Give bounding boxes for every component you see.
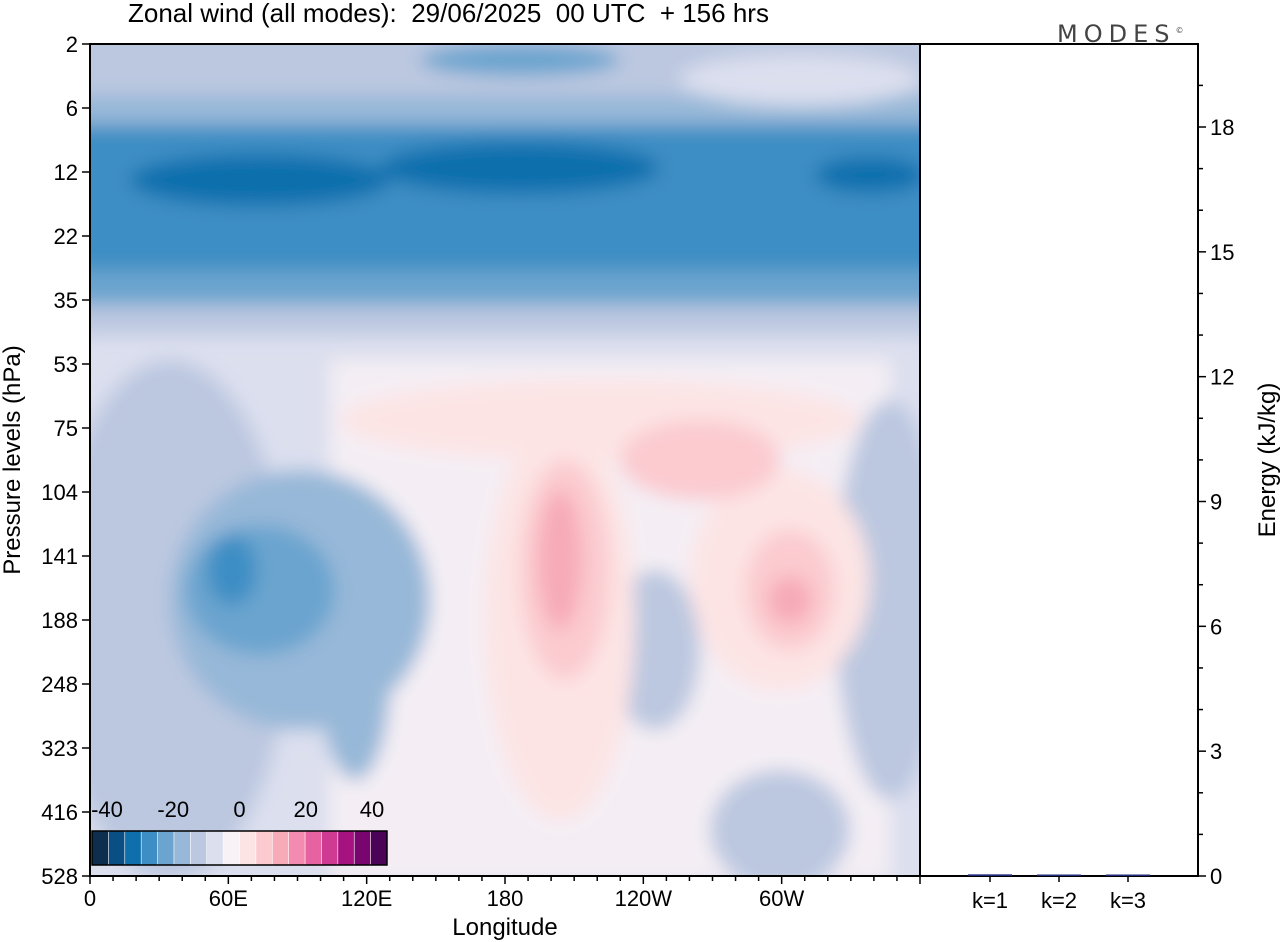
field-south-trough xyxy=(710,770,850,876)
x-axis-ticks: 0 60E 120E 180 120W 60W xyxy=(84,876,921,911)
energy-category-label: k=1 xyxy=(972,888,1008,913)
colorbar-tick-label: 40 xyxy=(360,797,384,822)
field-pos-ridge xyxy=(620,420,780,500)
colorbar-tick-label: 0 xyxy=(233,797,245,822)
colorbar-swatch xyxy=(337,830,356,866)
x-tick-label: 180 xyxy=(487,886,524,911)
colorbar-swatch xyxy=(140,830,159,866)
y-tick-label: 141 xyxy=(41,544,78,569)
colorbar-tick-label: -40 xyxy=(91,797,123,822)
energy-tick-label: 6 xyxy=(1210,614,1222,639)
field-jet-core-center xyxy=(380,142,660,194)
y-tick-label: 2 xyxy=(66,32,78,57)
colorbar-tick-label: 20 xyxy=(294,797,318,822)
x-tick-label: 120E xyxy=(341,886,392,911)
y-tick-label: 22 xyxy=(54,224,78,249)
colorbar-labels: -40 -20 0 20 40 xyxy=(91,797,384,822)
zonal-wind-field xyxy=(90,44,920,876)
colorbar-swatch xyxy=(304,830,323,866)
x-tick-label: 120W xyxy=(615,886,673,911)
y-tick-label: 6 xyxy=(66,96,78,121)
y-tick-label: 104 xyxy=(41,480,78,505)
field-pos-east-peak xyxy=(768,576,812,624)
y-tick-label: 53 xyxy=(54,352,78,377)
colorbar-swatch xyxy=(222,830,241,866)
x-tick-label: 60W xyxy=(759,886,804,911)
field-pos-broad xyxy=(340,380,860,460)
colorbar-swatch xyxy=(271,830,290,866)
energy-bar xyxy=(1106,874,1150,876)
y-axis-label: Pressure levels (hPa) xyxy=(0,345,26,574)
field-east-trough xyxy=(835,400,920,800)
colorbar-swatch xyxy=(288,830,306,866)
energy-tick-label: 0 xyxy=(1210,864,1222,889)
field-top-right-light xyxy=(680,54,920,106)
colorbar-swatch xyxy=(206,830,224,866)
field-jet-core-right xyxy=(815,157,920,193)
field-neg-low-mid xyxy=(185,525,335,655)
field-top-mid-dark xyxy=(420,44,620,76)
y-tick-label: 12 xyxy=(54,160,78,185)
energy-bar-labels: k=1 k=2 k=3 xyxy=(972,876,1146,913)
x-tick-label: 0 xyxy=(84,886,96,911)
field-neg-low-core xyxy=(207,535,257,605)
y-tick-label: 323 xyxy=(41,736,78,761)
energy-tick-label: 18 xyxy=(1210,115,1234,140)
colorbar-swatch xyxy=(173,830,192,866)
field-pos-west-peak xyxy=(538,490,582,630)
energy-axis-label: Energy (kJ/kg) xyxy=(1254,383,1280,538)
energy-panel-frame xyxy=(919,43,1199,877)
chart-title: Zonal wind (all modes): 29/06/2025 00 UT… xyxy=(128,0,769,28)
energy-category-label: k=3 xyxy=(1110,888,1146,913)
colorbar-frame xyxy=(91,830,388,866)
energy-tick-label: 9 xyxy=(1210,490,1222,515)
energy-tick-label: 3 xyxy=(1210,739,1222,764)
y-tick-label: 528 xyxy=(41,864,78,889)
x-tick-label: 60E xyxy=(209,886,248,911)
energy-tick-label: 12 xyxy=(1210,365,1234,390)
colorbar-swatch xyxy=(108,830,126,866)
colorbar-swatch xyxy=(157,830,175,866)
colorbar-swatch xyxy=(353,830,372,866)
field-jet-core-left xyxy=(130,154,390,206)
colorbar-tick-label: -20 xyxy=(157,797,189,822)
field-neg-low-tail xyxy=(320,580,390,780)
x-axis-label: Longitude xyxy=(452,914,557,941)
colorbar-swatch xyxy=(321,830,339,866)
y-axis-ticks: 2 6 12 22 35 53 75 104 141 188 248 323 416 528 xyxy=(41,32,90,889)
energy-bars xyxy=(968,874,1150,876)
colorbar xyxy=(91,830,388,866)
colorbar-swatch xyxy=(190,830,208,866)
y-tick-label: 75 xyxy=(54,416,78,441)
y-tick-label: 188 xyxy=(41,608,78,633)
energy-bar xyxy=(968,874,1012,876)
energy-bar xyxy=(1037,874,1081,876)
y-tick-label: 416 xyxy=(41,800,78,825)
energy-category-label: k=2 xyxy=(1041,888,1077,913)
colorbar-swatch xyxy=(124,830,142,866)
logo-copyright-mark: © xyxy=(1175,26,1184,35)
y-tick-label: 35 xyxy=(54,288,78,313)
colorbar-swatch xyxy=(255,830,274,866)
colorbar-swatch xyxy=(370,830,388,866)
colorbar-swatch xyxy=(91,830,110,866)
colorbar-swatch xyxy=(239,830,257,866)
y-tick-label: 248 xyxy=(41,672,78,697)
energy-tick-label: 15 xyxy=(1210,240,1234,265)
energy-axis-ticks: 0 3 6 9 12 15 18 xyxy=(1198,84,1234,889)
